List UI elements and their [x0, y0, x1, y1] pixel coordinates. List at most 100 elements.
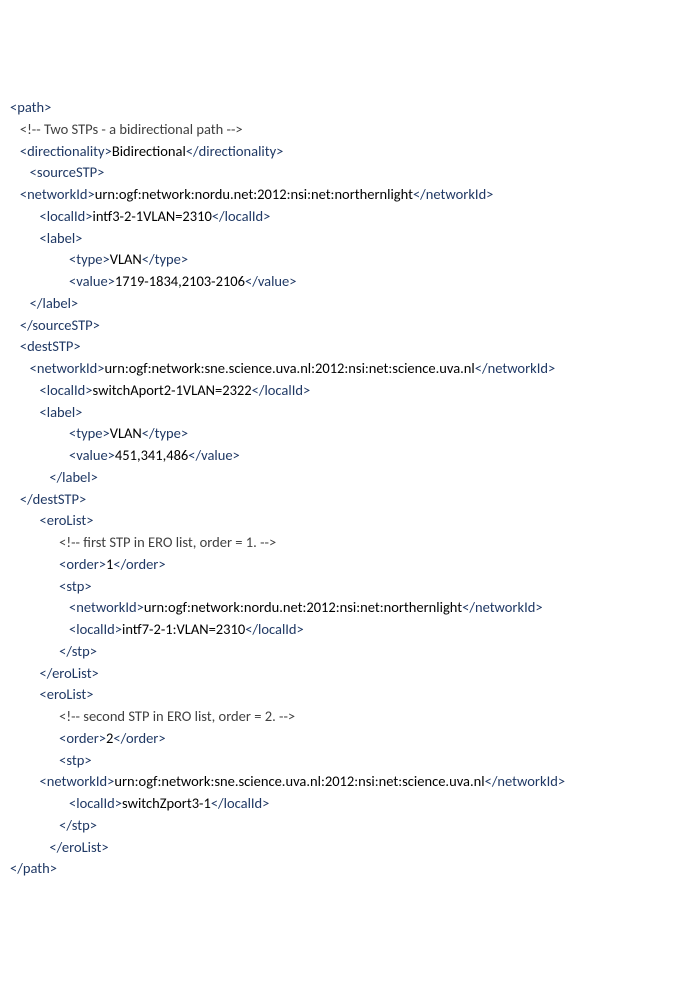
xml-text: 451,341,486: [115, 446, 188, 464]
xml-tag: <localId>: [40, 381, 93, 399]
xml-tag: </sourceSTP>: [20, 316, 100, 334]
xml-tag: </localId>: [211, 794, 270, 812]
xml-tag: <networkId>: [69, 598, 144, 616]
xml-tag: </stp>: [59, 642, 97, 660]
code-line: <localId>intf3-2-1VLAN=2310</localId>: [10, 206, 671, 228]
code-line: <!-- Two STPs - a bidirectional path -->: [10, 119, 671, 141]
code-line: <label>: [10, 228, 671, 250]
code-line: <stp>: [10, 750, 671, 772]
xml-tag: <stp>: [59, 751, 91, 769]
xml-tag: </networkId>: [462, 598, 542, 616]
xml-tag: </type>: [142, 424, 188, 442]
code-line: </sourceSTP>: [10, 315, 671, 337]
xml-tag: <label>: [40, 229, 83, 247]
xml-tag: </localId>: [252, 381, 311, 399]
xml-tag: <value>: [69, 272, 115, 290]
code-line: </stp>: [10, 641, 671, 663]
xml-tag: <eroList>: [40, 511, 94, 529]
xml-tag: </order>: [113, 729, 165, 747]
xml-text: 1719-1834,2103-2106: [115, 272, 245, 290]
xml-tag: <path>: [10, 98, 51, 116]
xml-tag: <sourceSTP>: [30, 163, 105, 181]
xml-tag: <localId>: [40, 207, 93, 225]
code-line: <eroList>: [10, 684, 671, 706]
xml-tag: </localId>: [245, 620, 304, 638]
xml-text: intf7-2-1:VLAN=2310: [122, 620, 245, 638]
code-line: <networkId>urn:ogf:network:nordu.net:201…: [10, 184, 671, 206]
code-line: <networkId>urn:ogf:network:sne.science.u…: [10, 771, 671, 793]
code-line: <value>451,341,486</value>: [10, 445, 671, 467]
xml-tag: </destSTP>: [20, 490, 86, 508]
xml-tag: </order>: [113, 555, 165, 573]
xml-text: urn:ogf:network:sne.science.uva.nl:2012:…: [105, 359, 475, 377]
code-line: </label>: [10, 467, 671, 489]
code-line: <sourceSTP>: [10, 162, 671, 184]
code-line: <directionality>Bidirectional</direction…: [10, 141, 671, 163]
code-line: <order>2</order>: [10, 728, 671, 750]
xml-tag: </directionality>: [186, 142, 284, 160]
xml-tag: <type>: [69, 424, 110, 442]
code-line: <type>VLAN</type>: [10, 423, 671, 445]
xml-tag: </value>: [245, 272, 297, 290]
code-line: <networkId>urn:ogf:network:sne.science.u…: [10, 358, 671, 380]
xml-tag: </label>: [30, 294, 78, 312]
xml-tag: </eroList>: [49, 838, 108, 856]
xml-tag: </localId>: [212, 207, 271, 225]
code-line: <eroList>: [10, 510, 671, 532]
code-line: <localId>switchAport2-1VLAN=2322</localI…: [10, 380, 671, 402]
xml-text: urn:ogf:network:sne.science.uva.nl:2012:…: [114, 772, 484, 790]
code-line: <!-- second STP in ERO list, order = 2. …: [10, 706, 671, 728]
xml-tag: <destSTP>: [20, 337, 81, 355]
xml-tag: <stp>: [59, 577, 91, 595]
xml-text: VLAN: [110, 424, 142, 442]
xml-text: Bidirectional: [112, 142, 186, 160]
xml-tag: <localId>: [69, 620, 122, 638]
code-line: <destSTP>: [10, 336, 671, 358]
code-line: <networkId>urn:ogf:network:nordu.net:201…: [10, 597, 671, 619]
xml-text: urn:ogf:network:nordu.net:2012:nsi:net:n…: [144, 598, 462, 616]
xml-tag: <label>: [40, 403, 83, 421]
xml-tag: </networkId>: [413, 185, 493, 203]
xml-text: switchAport2-1VLAN=2322: [93, 381, 252, 399]
xml-tag: <networkId>: [20, 185, 95, 203]
xml-tag: </value>: [188, 446, 240, 464]
xml-tag: <localId>: [69, 794, 122, 812]
xml-comment: <!-- Two STPs - a bidirectional path -->: [20, 120, 243, 138]
xml-tag: <networkId>: [40, 772, 115, 790]
xml-tag: </type>: [142, 250, 188, 268]
code-line: </path>: [10, 858, 671, 880]
xml-tag: <type>: [69, 250, 110, 268]
xml-tag: <order>: [59, 555, 106, 573]
xml-text: urn:ogf:network:nordu.net:2012:nsi:net:n…: [95, 185, 413, 203]
xml-text: intf3-2-1VLAN=2310: [93, 207, 212, 225]
xml-tag: <order>: [59, 729, 106, 747]
xml-tag: <value>: [69, 446, 115, 464]
xml-tag: </networkId>: [485, 772, 565, 790]
code-line: </destSTP>: [10, 489, 671, 511]
code-line: </stp>: [10, 815, 671, 837]
xml-code-block: <path> <!-- Two STPs - a bidirectional p…: [10, 97, 671, 880]
xml-tag: <eroList>: [40, 685, 94, 703]
code-line: <path>: [10, 97, 671, 119]
xml-tag: <directionality>: [20, 142, 112, 160]
xml-comment: <!-- second STP in ERO list, order = 2. …: [59, 707, 295, 725]
xml-tag: </path>: [10, 859, 57, 877]
code-line: <localId>switchZport3-1</localId>: [10, 793, 671, 815]
xml-tag: </label>: [49, 468, 97, 486]
code-line: <!-- first STP in ERO list, order = 1. -…: [10, 532, 671, 554]
code-line: <type>VLAN</type>: [10, 249, 671, 271]
xml-tag: </stp>: [59, 816, 97, 834]
code-line: </eroList>: [10, 837, 671, 859]
xml-text: switchZport3-1: [122, 794, 211, 812]
code-line: </label>: [10, 293, 671, 315]
xml-comment: <!-- first STP in ERO list, order = 1. -…: [59, 533, 276, 551]
xml-text: VLAN: [110, 250, 142, 268]
code-line: <localId>intf7-2-1:VLAN=2310</localId>: [10, 619, 671, 641]
code-line: <stp>: [10, 576, 671, 598]
code-line: <value>1719-1834,2103-2106</value>: [10, 271, 671, 293]
xml-tag: </networkId>: [475, 359, 555, 377]
xml-tag: <networkId>: [30, 359, 105, 377]
code-line: <order>1</order>: [10, 554, 671, 576]
code-line: <label>: [10, 402, 671, 424]
code-line: </eroList>: [10, 663, 671, 685]
